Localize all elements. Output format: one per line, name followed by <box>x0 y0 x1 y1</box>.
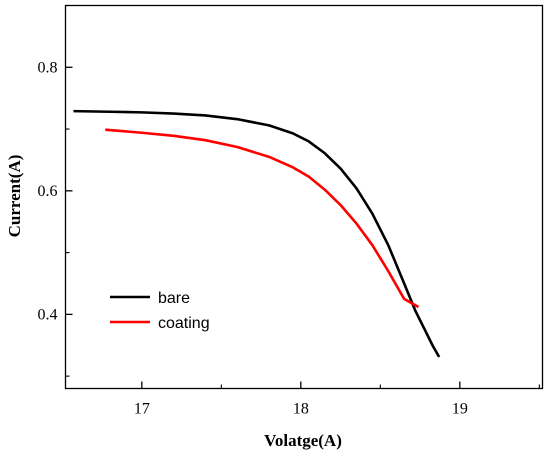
plot-frame <box>64 4 544 390</box>
series-line-bare <box>73 109 441 358</box>
y-tick-label-0.8: 0.8 <box>38 59 58 76</box>
legend-label-bare: bare <box>158 290 190 307</box>
legend: bare coating <box>110 290 210 332</box>
axis-ticks: 17 18 19 0.4 0.6 0.8 <box>38 4 540 418</box>
x-tick-label-19: 19 <box>452 401 468 418</box>
x-tick-label-18: 18 <box>293 401 309 418</box>
legend-label-coating: coating <box>158 315 210 332</box>
x-axis-label: Volatge(A) <box>264 431 342 450</box>
y-axis-label: Current(A) <box>5 155 24 238</box>
x-tick-label-17: 17 <box>134 401 150 418</box>
y-tick-label-0.6: 0.6 <box>38 183 58 200</box>
series-line-coating <box>105 128 420 309</box>
series-layer <box>73 109 441 358</box>
y-tick-label-0.4: 0.4 <box>38 306 58 323</box>
